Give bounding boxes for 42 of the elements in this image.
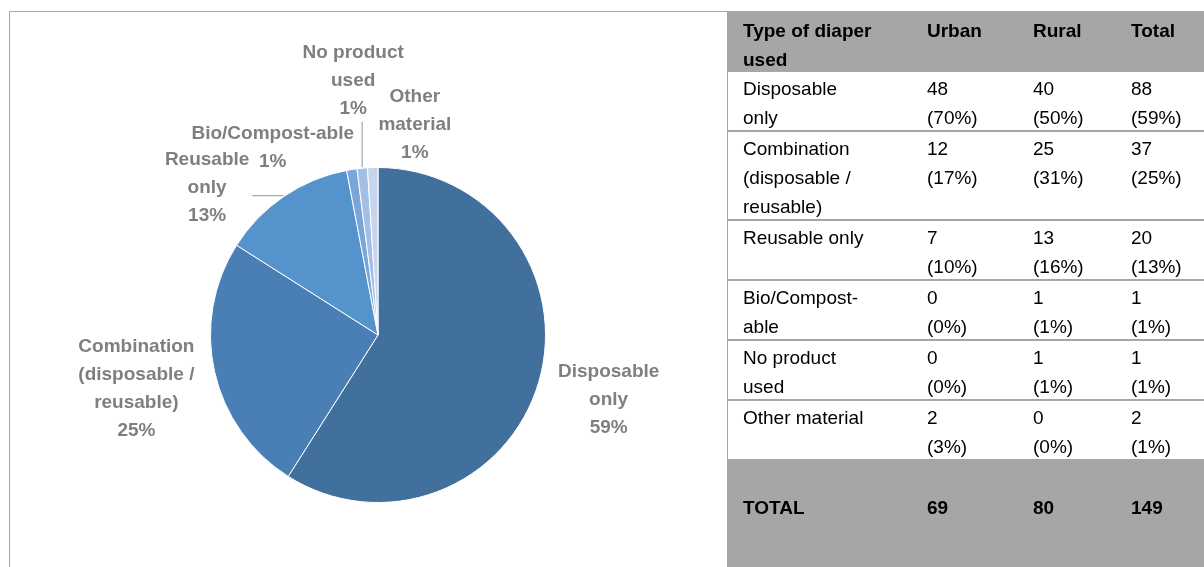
category-label: Reusable only <box>743 227 864 248</box>
text: 25 (31%) <box>1033 138 1084 188</box>
category-label: Rural <box>1033 19 1083 43</box>
text: 149 <box>1131 497 1163 518</box>
text: 13 (16%) <box>1033 227 1084 277</box>
text: 1 (1%) <box>1131 287 1172 337</box>
category-label: Other material <box>743 407 864 428</box>
data-label: 25% <box>117 418 156 440</box>
text: 48 (70%) <box>927 78 978 128</box>
text: 37 (25%) <box>1131 138 1182 188</box>
text: 1 (1%) <box>1033 347 1074 397</box>
data-label: 13% <box>188 203 227 225</box>
category-label: Total <box>1131 19 1176 43</box>
category-label: Urban <box>927 19 982 43</box>
text: 2 (1%) <box>1131 407 1172 457</box>
slice-label: Reusable only <box>164 147 250 197</box>
data-label: 1% <box>401 141 429 163</box>
text: 7 (10%) <box>927 227 978 277</box>
slice-label: Combination (disposable / reusable) <box>78 334 196 412</box>
text: 20 (13%) <box>1131 227 1182 277</box>
text: 88 (59%) <box>1131 78 1182 128</box>
text: 1 (1%) <box>1033 287 1074 337</box>
text: 80 <box>1033 497 1055 518</box>
slice-label: Disposable only <box>557 359 660 409</box>
category-label: Combination (disposable / reusable) <box>743 138 851 217</box>
data-label: 59% <box>589 415 628 437</box>
category-label: Disposable only <box>743 78 837 128</box>
text: 69 <box>927 497 949 518</box>
text: 0 (0%) <box>927 287 968 337</box>
text: 1 (1%) <box>1131 347 1172 397</box>
category-label: Bio/Compost-able <box>743 287 859 337</box>
text: 40 (50%) <box>1033 78 1084 128</box>
text: 2 (3%) <box>927 407 968 457</box>
category-label: TOTAL <box>743 497 805 518</box>
text: 0 (0%) <box>1033 407 1074 457</box>
slice-label: Bio/Compost-able <box>191 121 355 143</box>
category-label: No product used <box>743 347 836 397</box>
data-label: 1% <box>259 149 287 171</box>
text: 0 (0%) <box>927 347 968 397</box>
data-label: 1% <box>339 96 367 118</box>
text: 12 (17%) <box>927 138 978 188</box>
text: Type of diaper used <box>743 19 873 72</box>
